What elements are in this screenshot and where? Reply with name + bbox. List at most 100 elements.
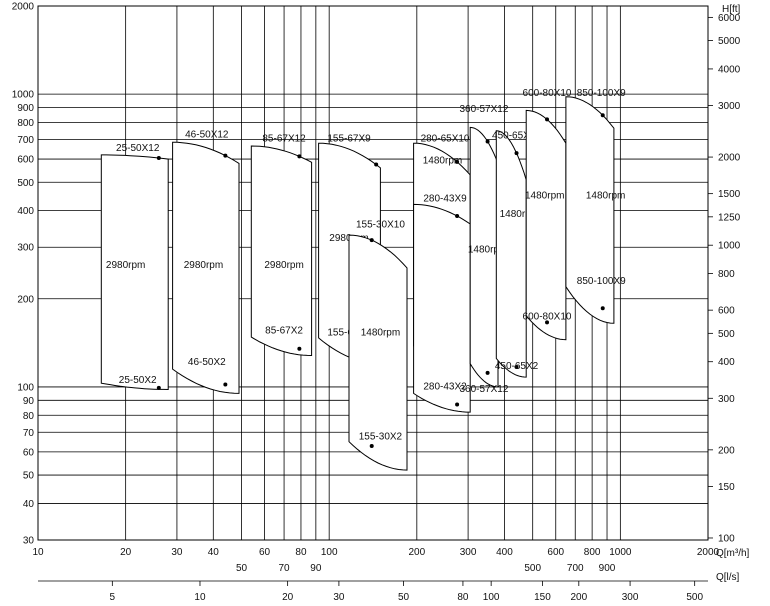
y-tick-label: 90	[23, 396, 35, 407]
pump-region: 600-80X10 600-80X10 1480rpm	[523, 88, 572, 341]
x-tick-label: 600	[547, 547, 564, 558]
best-efficiency-point	[156, 156, 161, 161]
x2-tick-label: 5	[110, 592, 116, 603]
x2-axis-label: Q[l/s]	[716, 572, 740, 583]
y-tick-label: 500	[17, 178, 34, 189]
x2-tick-label: 20	[282, 592, 294, 603]
best-efficiency-point	[297, 346, 302, 351]
best-efficiency-point	[600, 113, 605, 118]
x2-tick-label: 200	[570, 592, 587, 603]
pump-region: 280-43X9 280-43X2	[413, 193, 471, 413]
y2-tick-label: 300	[718, 394, 735, 405]
y2-tick-label: 600	[718, 306, 735, 317]
best-efficiency-point	[485, 370, 490, 375]
pump-region: 85-67X12 85-67X2 2980rpm	[250, 133, 313, 357]
x-tick-label: 700	[567, 563, 584, 574]
x2-tick-label: 10	[194, 592, 206, 603]
y-tick-label: 600	[17, 155, 34, 166]
pump-speed-label: 1480rpm	[361, 327, 400, 338]
pump-region-outline	[413, 203, 471, 413]
pump-speed-label: 1480rpm	[525, 191, 564, 202]
x-tick-label: 40	[208, 547, 220, 558]
best-efficiency-point	[223, 382, 228, 387]
pump-model-label-top: 600-80X10	[523, 88, 572, 99]
best-efficiency-point	[485, 139, 490, 144]
best-efficiency-point	[545, 117, 550, 122]
pump-region: 46-50X12 46-50X2 2980rpm	[172, 130, 240, 394]
pump-region: 155-30X10 155-30X2 1480rpm	[348, 220, 408, 471]
plot-frame	[37, 5, 709, 541]
y2-tick-label: 150	[718, 482, 735, 493]
x-tick-label: 90	[310, 563, 322, 574]
pump-region-outline	[250, 145, 313, 357]
x2-tick-label: 80	[457, 592, 469, 603]
x2-tick-label: 500	[686, 592, 703, 603]
pump-model-label-top: 360-57X12	[459, 104, 508, 115]
x-tick-label: 10	[32, 547, 44, 558]
best-efficiency-point	[455, 214, 460, 219]
pump-region-outline	[172, 141, 240, 394]
pump-region-outline	[100, 154, 169, 391]
best-efficiency-point	[374, 162, 379, 167]
x2-tick-label: 150	[534, 592, 551, 603]
best-efficiency-point	[369, 238, 374, 243]
x-tick-label: 20	[120, 547, 132, 558]
pump-region-outline	[495, 130, 527, 378]
pump-model-label-top: 85-67X12	[262, 133, 306, 144]
best-efficiency-point	[455, 159, 460, 164]
x-tick-label: 30	[171, 547, 183, 558]
y2-tick-label: 100	[718, 533, 735, 544]
pump-model-label-top: 850-100X9	[577, 88, 626, 99]
x-tick-label: 100	[321, 547, 338, 558]
x-tick-label: 2000	[697, 547, 720, 558]
y-tick-label: 40	[23, 499, 35, 510]
best-efficiency-point	[514, 365, 519, 370]
y-tick-label: 200	[17, 294, 34, 305]
x2-tick-label: 50	[398, 592, 410, 603]
pump-region: 25-50X12 25-50X2 2980rpm	[100, 143, 169, 391]
y-tick-label: 100	[17, 382, 34, 393]
y2-tick-label: 1250	[718, 212, 741, 223]
x-tick-label: 80	[295, 547, 307, 558]
y2-tick-label: 1500	[718, 189, 741, 200]
x-tick-label: 60	[259, 547, 271, 558]
y-tick-label: 50	[23, 471, 35, 482]
best-efficiency-point	[223, 153, 228, 158]
y-tick-label: 1000	[12, 90, 35, 101]
y-tick-label: 2000	[12, 2, 35, 13]
pump-speed-label: 1480rpm	[500, 209, 539, 220]
pump-model-label-bottom: 360-57X12	[459, 384, 508, 395]
x-tick-label: 300	[460, 547, 477, 558]
pump-region: 850-100X9 850-100X9 1480rpm	[565, 88, 626, 324]
best-efficiency-point	[369, 444, 374, 449]
pump-model-label-bottom: 155-30X2	[359, 432, 403, 443]
y-tick-label: 300	[17, 243, 34, 254]
pump-speed-label: 1480rpm	[468, 244, 507, 255]
pump-speed-label: 1480rpm	[586, 191, 625, 202]
pump-speed-label: 2980rpm	[184, 260, 223, 271]
y2-axis-label: H[ft]	[722, 4, 741, 15]
pump-model-label-bottom: 280-43X2	[423, 381, 467, 392]
y2-tick-label: 3000	[718, 101, 741, 112]
x2-tick-label: 300	[622, 592, 639, 603]
y2-tick-label: 800	[718, 269, 735, 280]
y2-tick-label: 500	[718, 329, 735, 340]
x-tick-label: 400	[496, 547, 513, 558]
pump-model-label-top: 46-50X12	[185, 130, 229, 141]
y2-tick-label: 6000	[718, 13, 741, 24]
x-tick-label: 800	[584, 547, 601, 558]
best-efficiency-point	[514, 151, 519, 156]
pump-model-label-top: 155-67X9	[327, 133, 371, 144]
y2-tick-label: 1000	[718, 241, 741, 252]
y2-tick-label: 5000	[718, 36, 741, 47]
pump-model-label-bottom: 850-100X9	[577, 276, 626, 287]
pump-speed-label: 2980rpm	[106, 260, 145, 271]
pump-region: 450-65X10 450-65X2 1480rpm	[492, 130, 541, 378]
y-tick-label: 400	[17, 206, 34, 217]
x-tick-label: 900	[599, 563, 616, 574]
pump-model-label-bottom: 46-50X2	[188, 357, 226, 368]
best-efficiency-point	[600, 306, 605, 311]
y-tick-label: 80	[23, 411, 35, 422]
